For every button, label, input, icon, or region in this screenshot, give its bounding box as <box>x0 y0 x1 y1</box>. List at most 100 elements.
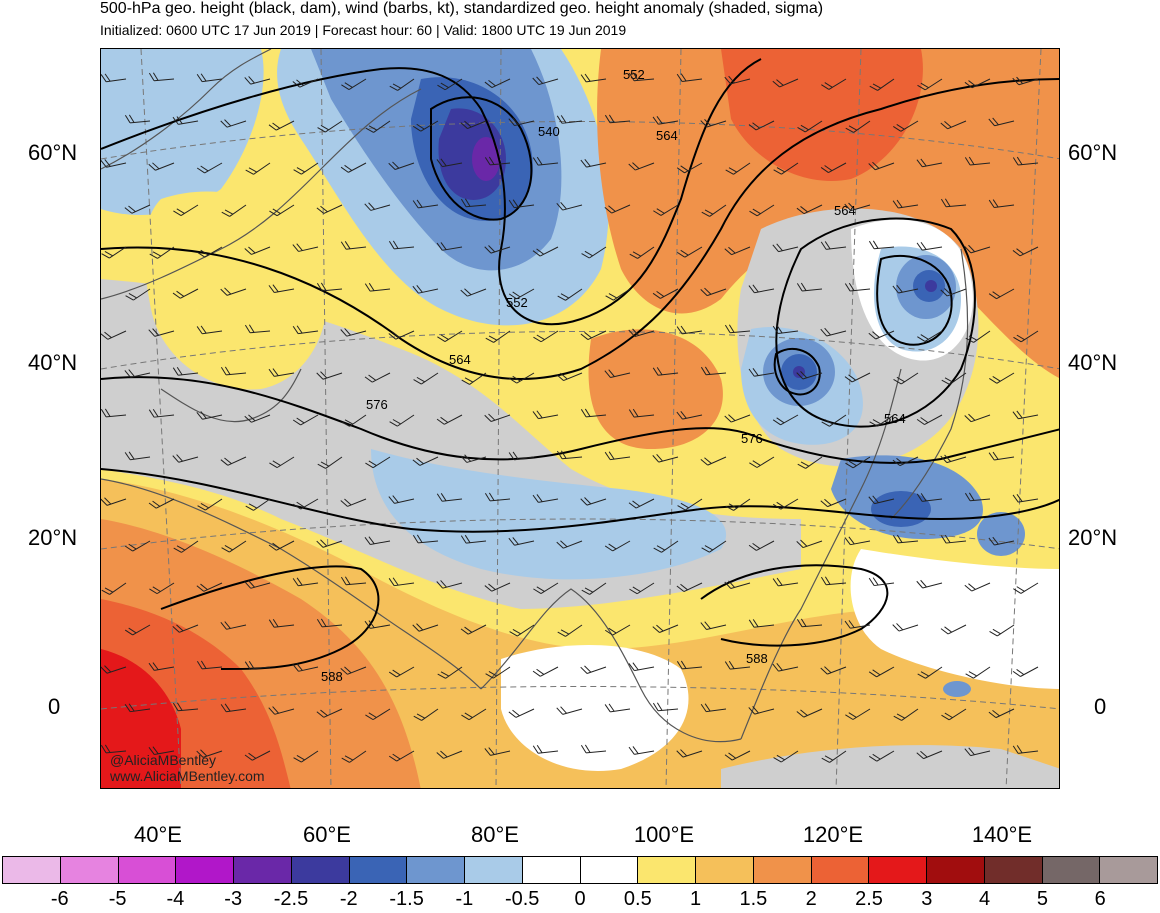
wind-barb <box>124 204 151 214</box>
wind-barb <box>509 624 535 637</box>
wind-barb <box>196 749 223 758</box>
wind-barb <box>365 120 391 133</box>
wind-barb <box>220 119 247 128</box>
wind-barb <box>964 413 991 423</box>
wind-barb <box>749 456 775 468</box>
wind-barb <box>532 410 559 420</box>
graticule-lat-0 <box>101 686 1059 710</box>
graticule-lon-60 <box>320 49 332 788</box>
wind-barb <box>172 624 199 633</box>
lat-label-left-60: 60°N <box>28 140 78 165</box>
wind-barb <box>508 117 535 127</box>
wind-barb <box>580 330 607 341</box>
wind-barb <box>940 198 967 208</box>
wind-barb <box>677 246 703 258</box>
wind-barb <box>989 372 1015 384</box>
wind-barb <box>388 666 415 678</box>
graticule-lon-120 <box>835 49 862 788</box>
lat-label-right-0: 0 <box>1094 694 1107 719</box>
wind-barb <box>101 744 127 754</box>
wind-barb <box>676 660 703 670</box>
wind-barb <box>124 624 151 636</box>
wind-barb <box>820 498 847 508</box>
colorbar-swatch <box>176 857 234 883</box>
wind-barb <box>869 414 895 427</box>
anomaly-tropical-storm <box>943 681 971 697</box>
wind-barb <box>628 162 655 171</box>
contour-588-west <box>160 565 380 670</box>
colorbar-label: -4 <box>166 888 185 910</box>
wind-barb <box>365 456 391 469</box>
wind-barb <box>604 204 631 214</box>
wind-barb <box>581 582 607 595</box>
wind-barb <box>772 414 799 426</box>
wind-barb <box>293 750 319 763</box>
wind-barb <box>845 120 871 133</box>
graticule-lon-100 <box>665 49 682 788</box>
wind-barb <box>221 204 247 217</box>
wind-barb <box>844 620 871 629</box>
wind-barb <box>748 706 775 715</box>
wind-barb <box>484 78 511 89</box>
wind-barb <box>700 621 727 630</box>
wind-barb <box>245 162 271 175</box>
coastlines <box>101 49 969 743</box>
wind-barb <box>460 454 487 463</box>
contour-label-576-w: 576 <box>366 397 388 412</box>
colorbar-swatch <box>927 857 985 883</box>
colorbar-label: 3 <box>921 888 933 910</box>
lon-label-100: 100°E <box>633 822 695 847</box>
coast-china <box>740 368 902 740</box>
wind-barb <box>916 493 943 502</box>
anomaly-scandinavia-negative <box>101 49 264 215</box>
wind-barb <box>148 72 175 82</box>
wind-barb <box>340 666 367 675</box>
wind-barb <box>917 78 943 91</box>
wind-barb <box>412 623 439 632</box>
colorbar-swatch <box>696 857 754 883</box>
wind-barb <box>268 120 295 131</box>
colorbar-label: -2 <box>339 888 358 910</box>
wind-barb <box>388 495 415 504</box>
wind-barb <box>676 749 703 758</box>
wind-barb <box>340 576 367 586</box>
wind-barb <box>820 241 847 250</box>
lon-label-80: 80°E <box>471 822 519 847</box>
wind-barb <box>652 624 679 633</box>
coast-scandinavia <box>101 49 272 170</box>
wind-barb <box>917 330 943 342</box>
wind-barb <box>388 330 415 340</box>
wind-barb <box>581 246 607 259</box>
wind-barb <box>508 288 535 300</box>
coast-arabia <box>101 478 482 690</box>
wind-barb <box>916 750 943 760</box>
anomaly-central-asia-negative <box>371 449 727 580</box>
wind-barb <box>700 287 727 297</box>
wind-barb <box>676 73 703 83</box>
wind-barb <box>820 576 847 586</box>
wind-barb <box>988 708 1015 719</box>
colorbar-label: 5 <box>1036 888 1048 910</box>
contour-label-588-e: 588 <box>746 651 768 666</box>
graticule-lon-40 <box>140 49 182 788</box>
wind-barb <box>796 618 823 628</box>
wind-barb <box>796 282 823 292</box>
contour-label-564-se: 564 <box>884 411 906 426</box>
wind-barb <box>292 663 319 672</box>
wind-barb <box>892 623 919 632</box>
contour-588-east <box>700 564 889 647</box>
wind-barb <box>724 324 751 334</box>
wind-barb <box>796 539 823 549</box>
wind-barb <box>605 288 631 301</box>
wind-barb <box>676 325 703 335</box>
wind-barb <box>916 579 943 589</box>
wind-barb <box>892 199 919 209</box>
wind-barb <box>701 204 727 217</box>
wind-barb <box>580 158 607 168</box>
coast-japan <box>890 248 969 520</box>
wind-barb <box>172 116 199 125</box>
anomaly-pacific-neutral <box>850 549 1059 689</box>
graticule-lon-140 <box>1005 49 1042 788</box>
wind-barb <box>148 328 175 337</box>
wind-barb <box>101 330 127 340</box>
